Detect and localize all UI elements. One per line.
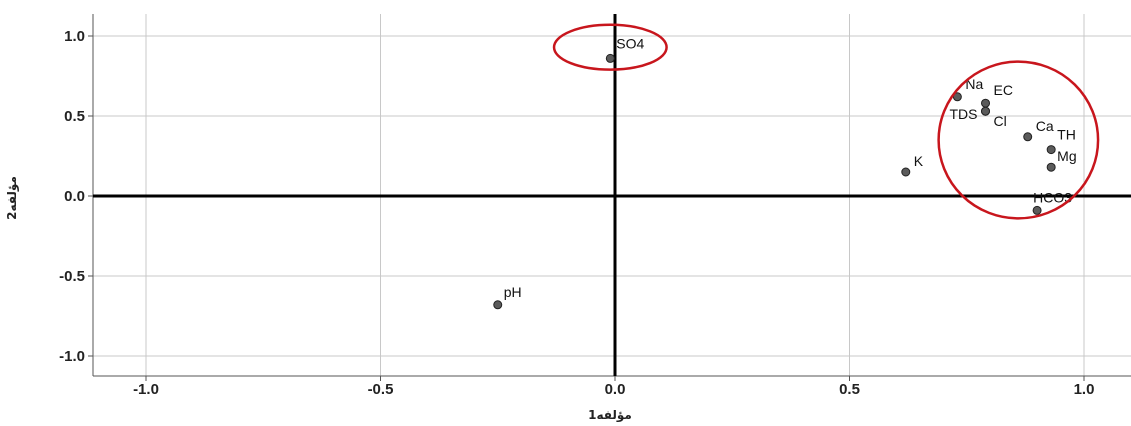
- y-axis-title: مؤلفه2: [5, 176, 20, 220]
- y-tick-label: 0.5: [64, 108, 85, 125]
- x-tick-label: -0.5: [368, 381, 394, 398]
- x-tick-label: 1.0: [1074, 381, 1095, 398]
- x-axis-title: مؤلفه1: [588, 408, 632, 423]
- tick-labels: -1.0 -0.5 0.0 0.5 1.0 1.0 0.5 0.0 -0.5 -1.0: [59, 28, 1094, 398]
- point-label: HCO3: [1033, 189, 1072, 205]
- x-tick-label: 0.5: [839, 381, 860, 398]
- x-tick-label: -1.0: [133, 381, 159, 398]
- y-tick-label: -0.5: [59, 268, 85, 285]
- point-label: pH: [504, 284, 522, 300]
- point-label: TDS: [950, 106, 978, 122]
- data-point: [981, 106, 991, 116]
- data-point: [493, 300, 503, 310]
- point-label: TH: [1057, 127, 1076, 143]
- point-label: Na: [965, 76, 983, 92]
- point-label: EC: [994, 82, 1013, 98]
- axes: [88, 14, 1131, 381]
- y-tick-label: 0.0: [64, 188, 85, 205]
- data-point: [1032, 205, 1042, 215]
- point-label: K: [914, 153, 924, 169]
- point-label: SO4: [616, 35, 644, 51]
- y-tick-label: 1.0: [64, 28, 85, 45]
- data-point: [605, 53, 615, 63]
- highlight-ellipse: [937, 60, 1100, 220]
- data-point: [1046, 145, 1056, 155]
- data-point: [952, 92, 962, 102]
- data-point: [981, 98, 991, 108]
- data-point: [1046, 162, 1056, 172]
- data-point: [1023, 132, 1033, 142]
- point-label: Cl: [994, 113, 1007, 129]
- y-tick-label: -1.0: [59, 348, 85, 365]
- grid-lines: [93, 14, 1131, 376]
- point-label: Mg: [1057, 148, 1076, 164]
- point-label: Ca: [1036, 118, 1054, 134]
- data-point: [901, 167, 911, 177]
- highlight-ellipse: [552, 23, 668, 71]
- annotations: [552, 23, 1100, 220]
- x-tick-label: 0.0: [605, 381, 626, 398]
